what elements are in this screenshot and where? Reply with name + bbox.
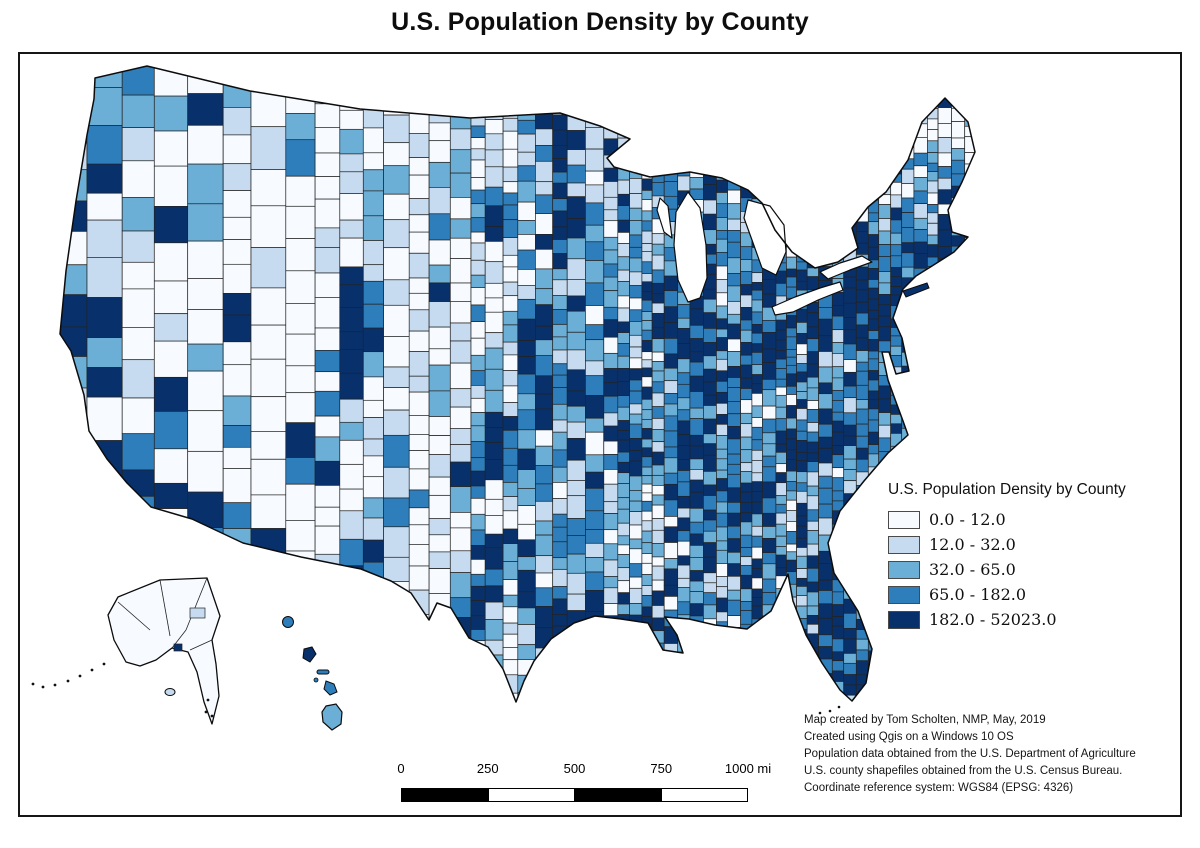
- attribution: Map created by Tom Scholten, NMP, May, 2…: [804, 712, 1170, 797]
- legend-swatch: [888, 610, 920, 629]
- attribution-line: Population data obtained from the U.S. D…: [804, 748, 1136, 760]
- legend-rows: 0.0 - 12.0 12.0 - 32.0 32.0 - 65.0 65.0 - 1…: [888, 507, 1126, 632]
- scale-label: 250: [476, 761, 499, 776]
- legend-class-label: 182.0 - 52023.0: [929, 610, 1057, 629]
- page-title: U.S. Population Density by County: [391, 8, 809, 36]
- attribution-line: Map created by Tom Scholten, NMP, May, 2…: [804, 714, 1046, 726]
- scale-bar-segment: [574, 789, 661, 801]
- legend-row: 65.0 - 182.0: [888, 582, 1126, 607]
- legend-swatch: [888, 585, 920, 604]
- legend-title: U.S. Population Density by County: [888, 481, 1126, 498]
- legend-swatch: [888, 510, 920, 529]
- legend-row: 12.0 - 32.0: [888, 532, 1126, 557]
- scale-label: 750: [650, 761, 673, 776]
- scale-bar-segment: [487, 789, 574, 801]
- scale-bar-segment: [402, 789, 488, 801]
- legend-class-label: 65.0 - 182.0: [929, 585, 1027, 604]
- legend-swatch: [888, 560, 920, 579]
- scale-label: 500: [563, 761, 586, 776]
- scale-label: 0: [397, 761, 405, 776]
- legend-class-label: 0.0 - 12.0: [929, 510, 1006, 529]
- legend: U.S. Population Density by County 0.0 - …: [888, 481, 1126, 632]
- scale-bar: 0 250 500 750 1000 mi: [397, 761, 771, 802]
- legend-row: 182.0 - 52023.0: [888, 607, 1126, 632]
- attribution-line: U.S. county shapefiles obtained from the…: [804, 765, 1123, 777]
- scale-label: 1000 mi: [724, 761, 772, 776]
- scale-bar-track: [401, 788, 748, 802]
- attribution-line: Created using Qgis on a Windows 10 OS: [804, 731, 1014, 743]
- attribution-line: Coordinate reference system: WGS84 (EPSG…: [804, 782, 1074, 794]
- legend-class-label: 12.0 - 32.0: [929, 535, 1016, 554]
- legend-swatch: [888, 535, 920, 554]
- legend-row: 32.0 - 65.0: [888, 557, 1126, 582]
- legend-row: 0.0 - 12.0: [888, 507, 1126, 532]
- scale-bar-labels: 0 250 500 750 1000 mi: [397, 761, 771, 778]
- scale-bar-segment: [660, 789, 747, 801]
- legend-class-label: 32.0 - 65.0: [929, 560, 1016, 579]
